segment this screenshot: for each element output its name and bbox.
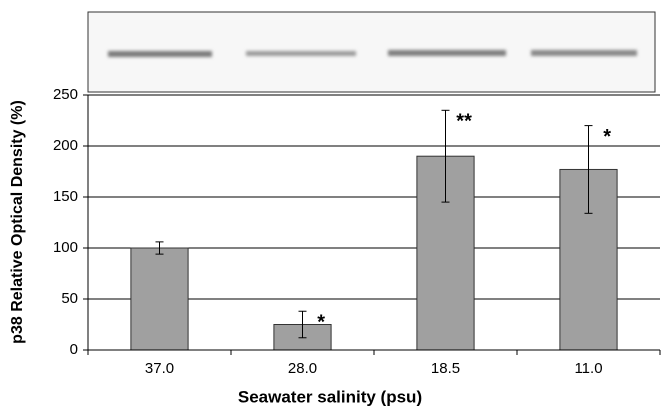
x-tick-label: 28.0: [288, 360, 317, 377]
y-tick-label: 250: [53, 86, 78, 103]
y-tick-label: 150: [53, 188, 78, 205]
x-axis-title: Seawater salinity (psu): [238, 387, 422, 406]
significance-label: *: [603, 126, 611, 148]
x-tick-label: 18.5: [431, 360, 460, 377]
y-axis-title: p38 Relative Optical Density (%): [9, 100, 26, 344]
y-tick-label: 100: [53, 239, 78, 256]
x-tick-label: 37.0: [145, 360, 174, 377]
bar: [131, 248, 188, 350]
significance-label: *: [317, 312, 325, 334]
significance-label: **: [456, 111, 472, 133]
x-tick-label: 11.0: [574, 360, 602, 377]
y-tick-label: 200: [53, 137, 78, 154]
y-tick-label: 0: [70, 341, 78, 358]
chart: Seawater salinity (psu) p38 Relative Opt…: [0, 0, 661, 412]
blot-image: [88, 12, 655, 92]
y-tick-label: 50: [61, 290, 78, 307]
